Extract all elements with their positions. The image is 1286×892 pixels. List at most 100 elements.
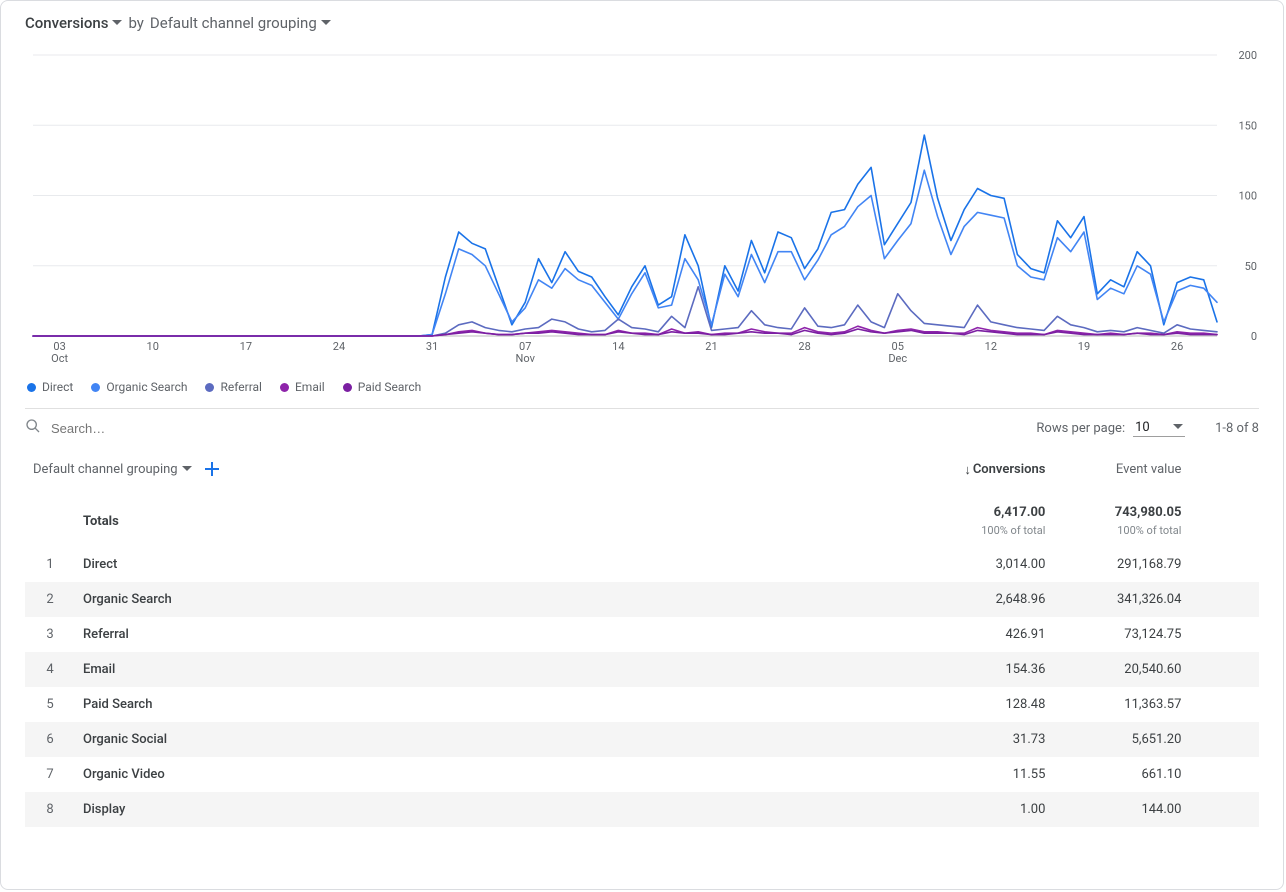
column-event-value[interactable]: Event value (1053, 447, 1189, 491)
table-body: Totals 6,417.00 100% of total 743,980.05… (25, 491, 1259, 827)
legend-dot-icon (343, 383, 352, 392)
svg-text:17: 17 (240, 340, 252, 353)
svg-text:Nov: Nov (516, 352, 536, 365)
table-row[interactable]: 5Paid Search128.4811,363.57 (25, 687, 1259, 722)
row-channel-name: Organic Social (75, 722, 927, 757)
search-input[interactable] (49, 420, 353, 437)
row-channel-name: Organic Search (75, 582, 927, 617)
search-icon (25, 418, 41, 438)
row-channel-name: Organic Video (75, 757, 927, 792)
row-event-value: 661.10 (1053, 757, 1189, 792)
chart-title-row: Conversions by Default channel grouping (25, 1, 1259, 45)
table-toolbar: Rows per page: 10 1-8 of 8 (25, 408, 1259, 447)
row-event-value: 291,168.79 (1053, 547, 1189, 582)
svg-text:24: 24 (333, 340, 345, 353)
row-index: 5 (25, 687, 75, 722)
legend-dot-icon (205, 383, 214, 392)
dimension-dropdown[interactable]: Default channel grouping (150, 14, 331, 32)
chart-svg: 05010015020003Oct1017243107Nov14212805De… (25, 45, 1261, 370)
legend-item[interactable]: Organic Search (91, 380, 187, 394)
table-row[interactable]: 2Organic Search2,648.96341,326.04 (25, 582, 1259, 617)
analytics-card: Conversions by Default channel grouping … (0, 0, 1284, 890)
row-index: 3 (25, 617, 75, 652)
legend-label: Organic Search (106, 380, 187, 394)
svg-text:100: 100 (1238, 190, 1257, 203)
legend-item[interactable]: Referral (205, 380, 262, 394)
row-event-value: 73,124.75 (1053, 617, 1189, 652)
legend-dot-icon (280, 383, 289, 392)
table-row[interactable]: 6Organic Social31.735,651.20 (25, 722, 1259, 757)
svg-text:26: 26 (1171, 340, 1183, 353)
legend-item[interactable]: Email (280, 380, 325, 394)
svg-text:12: 12 (985, 340, 997, 353)
table-row[interactable]: 4Email154.3620,540.60 (25, 652, 1259, 687)
row-conversions: 1.00 (927, 792, 1053, 827)
row-event-value: 11,363.57 (1053, 687, 1189, 722)
metric-label: Conversions (25, 14, 108, 32)
rows-per-page-value: 10 (1135, 420, 1150, 435)
row-conversions: 154.36 (927, 652, 1053, 687)
caret-down-icon (182, 466, 192, 472)
row-event-value: 341,326.04 (1053, 582, 1189, 617)
metric-dropdown[interactable]: Conversions (25, 14, 122, 32)
row-conversions: 31.73 (927, 722, 1053, 757)
add-dimension-button[interactable] (200, 457, 224, 481)
row-index: 6 (25, 722, 75, 757)
row-index: 1 (25, 547, 75, 582)
totals-label: Totals (75, 491, 927, 547)
svg-text:200: 200 (1238, 49, 1257, 62)
rows-per-page-select[interactable]: 10 (1133, 420, 1185, 437)
legend-label: Paid Search (358, 380, 422, 394)
by-label: by (128, 14, 143, 32)
dimension-label: Default channel grouping (150, 14, 317, 32)
table-row[interactable]: 8Display1.00144.00 (25, 792, 1259, 827)
caret-down-icon (1173, 424, 1183, 430)
caret-down-icon (112, 20, 122, 26)
legend-item[interactable]: Direct (27, 380, 73, 394)
svg-text:31: 31 (426, 340, 438, 353)
row-channel-name: Direct (75, 547, 927, 582)
svg-text:50: 50 (1245, 260, 1257, 273)
totals-row: Totals 6,417.00 100% of total 743,980.05… (25, 491, 1259, 547)
svg-text:28: 28 (798, 340, 810, 353)
legend-dot-icon (91, 383, 100, 392)
legend-item[interactable]: Paid Search (343, 380, 422, 394)
row-index: 4 (25, 652, 75, 687)
row-index: 8 (25, 792, 75, 827)
svg-text:19: 19 (1078, 340, 1090, 353)
row-conversions: 3,014.00 (927, 547, 1053, 582)
rows-per-page: Rows per page: 10 (1036, 420, 1185, 437)
row-channel-name: Paid Search (75, 687, 927, 722)
row-conversions: 128.48 (927, 687, 1053, 722)
row-index: 2 (25, 582, 75, 617)
column-conversions[interactable]: ↓Conversions (927, 447, 1053, 491)
svg-text:Oct: Oct (51, 352, 68, 365)
svg-text:10: 10 (147, 340, 159, 353)
svg-text:21: 21 (705, 340, 717, 353)
table-row[interactable]: 7Organic Video11.55661.10 (25, 757, 1259, 792)
row-event-value: 20,540.60 (1053, 652, 1189, 687)
legend-dot-icon (27, 383, 36, 392)
legend-label: Direct (42, 380, 73, 394)
totals-conversions: 6,417.00 100% of total (927, 491, 1053, 547)
table-row[interactable]: 1Direct3,014.00291,168.79 (25, 547, 1259, 582)
table-header: Default channel grouping ↓Conversions (25, 447, 1259, 491)
svg-text:Dec: Dec (888, 352, 907, 365)
row-channel-name: Referral (75, 617, 927, 652)
legend-label: Email (295, 380, 325, 394)
search-box (25, 418, 1028, 438)
svg-text:14: 14 (612, 340, 624, 353)
line-chart[interactable]: 05010015020003Oct1017243107Nov14212805De… (25, 45, 1259, 370)
dimension-column-label: Default channel grouping (33, 462, 178, 477)
caret-down-icon (321, 20, 331, 26)
data-table: Default channel grouping ↓Conversions (25, 447, 1259, 827)
row-conversions: 11.55 (927, 757, 1053, 792)
row-event-value: 144.00 (1053, 792, 1189, 827)
table-row[interactable]: 3Referral426.9173,124.75 (25, 617, 1259, 652)
row-conversions: 426.91 (927, 617, 1053, 652)
row-conversions: 2,648.96 (927, 582, 1053, 617)
row-event-value: 5,651.20 (1053, 722, 1189, 757)
dimension-column-dropdown[interactable]: Default channel grouping (33, 462, 192, 477)
legend-label: Referral (220, 380, 262, 394)
svg-text:150: 150 (1238, 119, 1257, 132)
